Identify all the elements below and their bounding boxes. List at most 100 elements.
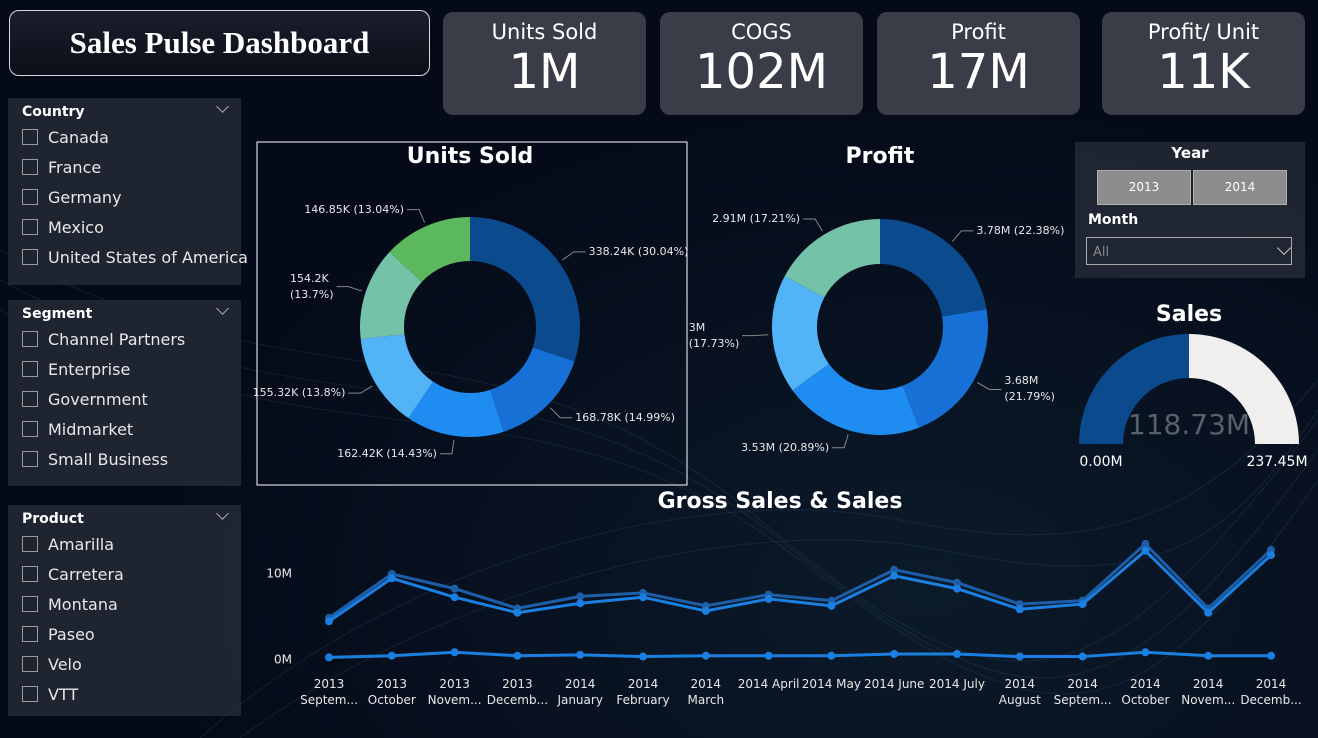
- donut-slice: [902, 309, 988, 428]
- donut-slice: [784, 219, 880, 298]
- filter-option[interactable]: Paseo: [22, 625, 95, 644]
- donut-slice: [470, 217, 580, 362]
- checkbox[interactable]: [22, 626, 38, 642]
- checkbox[interactable]: [22, 361, 38, 377]
- filter-option[interactable]: Germany: [22, 188, 122, 207]
- year-button[interactable]: 2014: [1193, 170, 1287, 205]
- option-label: Government: [48, 390, 148, 409]
- data-point: [450, 584, 459, 593]
- wave: [199, 379, 1318, 738]
- filter-option[interactable]: Velo: [22, 655, 82, 674]
- year-button[interactable]: 2013: [1097, 170, 1191, 205]
- option-label: France: [48, 158, 102, 177]
- x-tick-label: 2014 Novem...: [1181, 677, 1236, 707]
- x-tick-label: 2014 April: [737, 677, 800, 691]
- chevron: [216, 507, 229, 520]
- data-label: 3.68M (21.79%): [1004, 374, 1055, 404]
- kpi-value: 11K: [1157, 44, 1250, 100]
- filter-option[interactable]: Small Business: [22, 450, 168, 469]
- filter-panel: Product Amarilla Carretera Montana Paseo Velo…: [8, 505, 241, 716]
- data-point: [953, 578, 961, 587]
- chart-title: Units Sold: [407, 144, 534, 169]
- donut-slice: [490, 347, 575, 432]
- filter-option[interactable]: VTT: [22, 685, 78, 704]
- checkbox[interactable]: [22, 656, 38, 672]
- data-label: 155.32K (13.8%): [252, 386, 346, 400]
- x-tick-label: 2014 June: [863, 677, 925, 691]
- filter-title: Country: [22, 104, 85, 120]
- checkbox[interactable]: [22, 421, 38, 437]
- checkbox[interactable]: [22, 219, 38, 235]
- data-point: [639, 593, 647, 602]
- x-tick-label: 2014 October: [1121, 677, 1170, 707]
- data-point: [387, 574, 396, 583]
- option-label: Enterprise: [48, 360, 131, 379]
- slicer-title: Year: [1171, 144, 1209, 162]
- filter-option[interactable]: France: [22, 158, 101, 177]
- checkbox[interactable]: [22, 566, 38, 582]
- donut-slice: [408, 381, 504, 438]
- kpi-label: COGS: [731, 20, 792, 44]
- data-point: [1078, 600, 1087, 609]
- gauge-value: [1079, 334, 1190, 444]
- data-label: 168.78K (14.99%): [575, 410, 676, 424]
- month-dropdown[interactable]: All: [1086, 237, 1292, 265]
- checkbox[interactable]: [22, 129, 38, 145]
- data-point: [890, 649, 899, 658]
- checkbox[interactable]: [22, 331, 38, 347]
- filter-option[interactable]: United States of America: [22, 248, 248, 267]
- option-label: Midmarket: [48, 420, 134, 439]
- gauge-tick-label: 237.45M: [1246, 454, 1307, 470]
- x-tick-label: 2014 January: [557, 677, 603, 707]
- checkbox[interactable]: [22, 536, 38, 552]
- kpi-card: Profit/ Unit 11K: [1102, 12, 1305, 115]
- data-point: [387, 651, 396, 660]
- data-point: [1141, 539, 1150, 548]
- chart-title: Sales: [1156, 302, 1222, 327]
- kpi-card: Units Sold 1M: [443, 12, 646, 115]
- x-tick-label: 2013 Decemb...: [486, 677, 549, 707]
- data-point: [890, 565, 899, 574]
- wave: [0, 249, 1318, 662]
- x-tick-label: 2013 October: [367, 677, 416, 707]
- filter-option[interactable]: Mexico: [22, 218, 104, 237]
- option-label: Paseo: [48, 625, 95, 644]
- filter-option[interactable]: Enterprise: [22, 360, 130, 379]
- data-label: 3M (17.73%): [688, 320, 740, 350]
- filter-option[interactable]: Amarilla: [22, 535, 114, 554]
- data-label: 162.42K (14.43%): [337, 446, 437, 460]
- data-point: [890, 571, 899, 580]
- x-tick-label: 2013 Novem...: [427, 677, 482, 707]
- data-point: [1267, 551, 1275, 560]
- filter-option[interactable]: Canada: [22, 128, 109, 147]
- option-label: Small Business: [48, 450, 169, 469]
- kpi-value: 102M: [694, 44, 829, 100]
- option-label: United States of America: [48, 248, 248, 267]
- option-label: Mexico: [48, 218, 104, 237]
- checkbox[interactable]: [22, 686, 38, 702]
- filter-option[interactable]: Montana: [22, 595, 118, 614]
- data-point: [953, 584, 961, 593]
- data-point: [1078, 652, 1087, 661]
- option-label: Montana: [48, 595, 118, 614]
- gauge-track: [1189, 334, 1299, 444]
- data-point: [325, 617, 333, 626]
- filter-panel: Segment Channel Partners Enterprise Governm…: [8, 300, 241, 486]
- checkbox[interactable]: [22, 596, 38, 612]
- checkbox[interactable]: [22, 159, 38, 175]
- filter-option[interactable]: Channel Partners: [22, 330, 185, 349]
- data-point: [513, 608, 522, 617]
- checkbox[interactable]: [22, 249, 38, 265]
- dashboard-title: Sales Pulse Dashboard: [69, 25, 370, 60]
- checkbox[interactable]: [22, 189, 38, 205]
- data-point: [701, 606, 710, 615]
- checkbox[interactable]: [22, 391, 38, 407]
- leader-line: [742, 334, 769, 337]
- filter-option[interactable]: Midmarket: [22, 420, 133, 439]
- checkbox[interactable]: [22, 451, 38, 467]
- leader-line: [977, 382, 1002, 390]
- filter-option[interactable]: Carretera: [22, 565, 124, 584]
- filter-option[interactable]: Government: [22, 390, 148, 409]
- option-label: Velo: [48, 655, 82, 674]
- data-label: 338.24K (30.04%): [588, 244, 689, 258]
